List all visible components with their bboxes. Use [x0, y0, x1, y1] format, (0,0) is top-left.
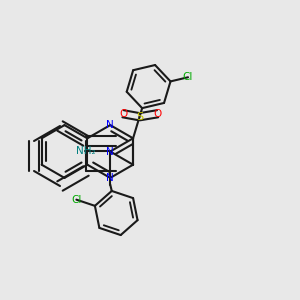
Text: N: N [106, 120, 114, 130]
Text: O: O [153, 109, 162, 119]
Text: Cl: Cl [71, 195, 82, 205]
Text: S: S [136, 112, 143, 122]
Text: NH₂: NH₂ [76, 146, 96, 157]
Text: O: O [119, 109, 127, 119]
Text: N: N [106, 146, 114, 157]
Text: N: N [106, 173, 114, 183]
Text: Cl: Cl [183, 72, 193, 82]
